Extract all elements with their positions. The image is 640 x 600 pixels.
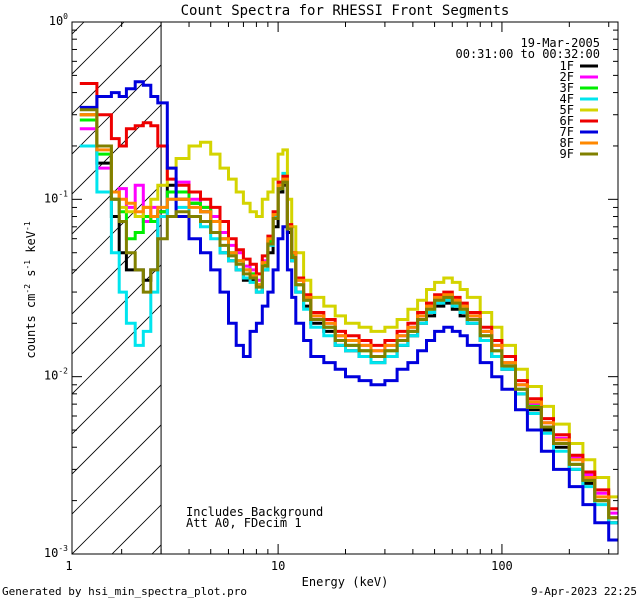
series-line-1F — [79, 113, 618, 525]
hatch-line — [72, 424, 162, 515]
chart-title: Count Spectra for RHESSI Front Segments — [181, 3, 510, 19]
hatch-line — [72, 384, 162, 475]
axis-ticks: 1 10 100 10-3 10-2 10-1 100 — [44, 12, 618, 573]
ylabel-exp-1: -2 — [23, 284, 32, 294]
x-axis-label: Energy (keV) — [302, 575, 389, 589]
y-tick-label: 10-1 — [44, 189, 68, 205]
annotation-attenuator: Att A0, FDecim 1 — [186, 516, 302, 530]
legend-label-6F: 6F — [560, 114, 574, 128]
series-line-8F — [79, 113, 618, 520]
hatch-line — [72, 22, 125, 75]
ylabel-part-3: keV — [24, 231, 38, 260]
hatch-line — [72, 22, 85, 35]
x-tick-label: 10 — [271, 559, 285, 573]
legend-label-1F: 1F — [560, 59, 574, 73]
legend-label-5F: 5F — [560, 103, 574, 117]
hatch-line — [72, 344, 162, 435]
y-tick-label: 10-2 — [44, 367, 68, 383]
legend-label-3F: 3F — [560, 81, 574, 95]
hatch-line — [72, 64, 162, 155]
legend-label-9F: 9F — [560, 147, 574, 161]
series-line-7F — [79, 80, 618, 542]
hatch-line — [0, 22, 44, 554]
x-tick-label: 1 — [65, 559, 72, 573]
footer-generated-by: Generated by hsi_min_spectra_plot.pro — [2, 585, 247, 598]
y-axis-label: counts cm-2 s-1 keV-1 — [23, 221, 38, 358]
hatch-line — [72, 24, 162, 115]
series-line-3F — [79, 118, 618, 520]
x-tick-label: 100 — [491, 559, 513, 573]
hatch-line — [72, 104, 162, 195]
hatch-line — [72, 264, 162, 355]
legend-label-8F: 8F — [560, 136, 574, 150]
ylabel-exp-2: -1 — [23, 260, 32, 270]
legend-label-7F: 7F — [560, 125, 574, 139]
annotation-background: Includes Background — [186, 505, 323, 519]
y-tick-label: 10-3 — [44, 544, 68, 560]
series-line-6F — [79, 82, 618, 511]
hatch-line — [72, 304, 162, 395]
plot-frame — [71, 21, 619, 555]
series-line-9F — [79, 108, 618, 520]
footer-date: 9-Apr-2023 22:25 — [531, 585, 637, 598]
ylabel-part-1: counts cm — [24, 294, 38, 359]
hatch-line — [0, 22, 4, 554]
time-range-label: 00:31:00 to 00:32:00 — [456, 47, 601, 61]
date-label: 19-Mar-2005 — [521, 36, 600, 50]
ylabel-exp-3: -1 — [23, 221, 32, 231]
series-lines — [79, 80, 618, 542]
hatch-line — [72, 224, 162, 315]
legend-label-4F: 4F — [560, 92, 574, 106]
y-tick-label: 100 — [49, 12, 68, 28]
ylabel-part-2: s — [24, 270, 38, 284]
legend-label-2F: 2F — [560, 70, 574, 84]
